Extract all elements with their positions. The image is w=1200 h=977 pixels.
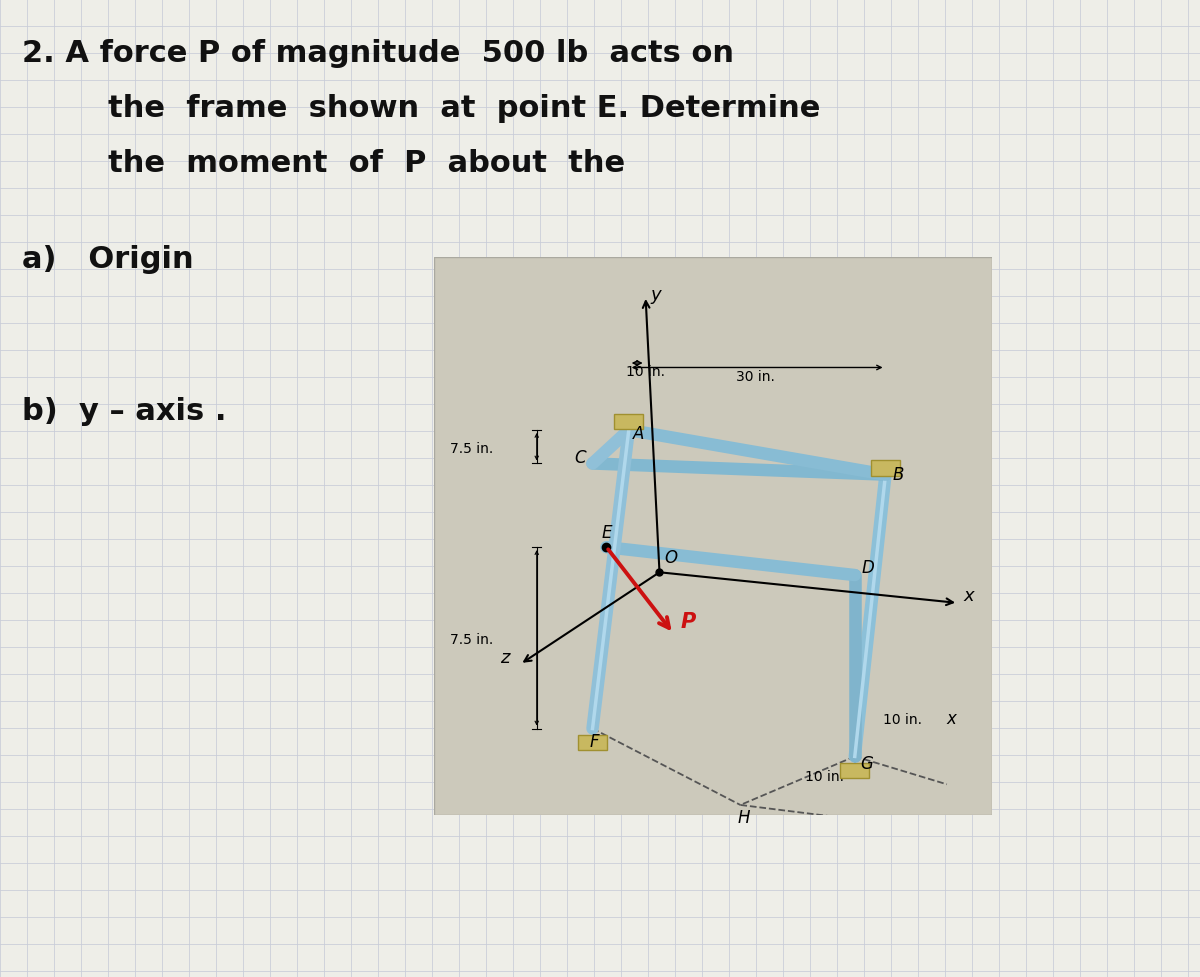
- Text: 10 in.: 10 in.: [883, 712, 922, 726]
- Bar: [614, 414, 643, 430]
- Text: z: z: [500, 648, 510, 666]
- Text: C: C: [575, 448, 587, 467]
- Text: G: G: [860, 754, 874, 772]
- Text: b)  y – axis .: b) y – axis .: [22, 397, 227, 426]
- Bar: [871, 460, 900, 476]
- Text: B: B: [892, 466, 904, 484]
- Text: 10 in.: 10 in.: [626, 365, 665, 379]
- Text: the  moment  of  P  about  the: the moment of P about the: [55, 149, 625, 178]
- Text: 7.5 in.: 7.5 in.: [450, 442, 493, 456]
- Text: F: F: [589, 733, 599, 750]
- Text: A: A: [634, 425, 644, 443]
- Text: E: E: [602, 524, 612, 541]
- Bar: [840, 763, 869, 779]
- Text: H: H: [738, 808, 750, 826]
- Text: D: D: [862, 559, 875, 576]
- Text: 2. A force P of magnitude  500 lb  acts on: 2. A force P of magnitude 500 lb acts on: [22, 39, 734, 68]
- Text: 10 in.: 10 in.: [804, 770, 844, 784]
- Text: 7.5 in.: 7.5 in.: [450, 633, 493, 647]
- Text: 30 in.: 30 in.: [736, 369, 775, 383]
- Text: a)   Origin: a) Origin: [22, 245, 193, 274]
- Text: the  frame  shown  at  point E. Determine: the frame shown at point E. Determine: [55, 94, 821, 123]
- Text: x: x: [964, 586, 974, 605]
- Text: x: x: [947, 709, 956, 727]
- Bar: [578, 735, 607, 750]
- Text: P: P: [680, 612, 695, 631]
- Text: O: O: [664, 549, 677, 567]
- Text: y: y: [650, 285, 661, 304]
